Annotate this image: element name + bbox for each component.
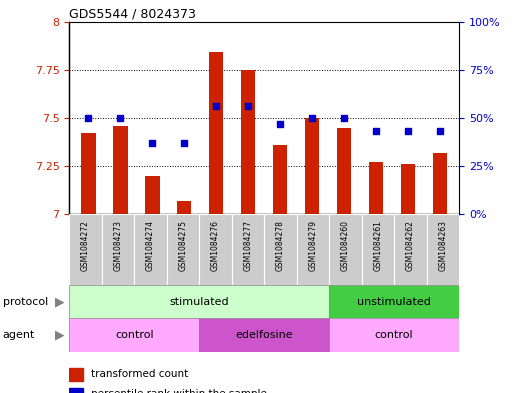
Text: ▶: ▶ xyxy=(55,329,65,342)
Point xyxy=(180,140,188,146)
Bar xyxy=(69,368,83,381)
Text: agent: agent xyxy=(3,330,35,340)
Bar xyxy=(113,126,128,214)
Point xyxy=(148,140,156,146)
Bar xyxy=(273,145,287,214)
Text: control: control xyxy=(375,330,413,340)
Text: unstimulated: unstimulated xyxy=(357,297,431,307)
Bar xyxy=(433,152,447,214)
Bar xyxy=(199,214,232,285)
Text: protocol: protocol xyxy=(3,297,48,307)
Bar xyxy=(329,318,459,352)
Text: edelfosine: edelfosine xyxy=(235,330,293,340)
Bar xyxy=(329,214,362,285)
Bar xyxy=(369,162,383,214)
Bar xyxy=(209,52,224,214)
Bar xyxy=(177,201,191,214)
Text: ▶: ▶ xyxy=(55,295,65,308)
Bar xyxy=(81,133,95,214)
Point xyxy=(372,128,380,134)
Bar xyxy=(394,214,427,285)
Bar xyxy=(167,214,199,285)
Bar xyxy=(362,214,394,285)
Bar xyxy=(329,285,459,318)
Text: percentile rank within the sample: percentile rank within the sample xyxy=(91,389,267,393)
Text: control: control xyxy=(115,330,153,340)
Text: GSM1084273: GSM1084273 xyxy=(113,220,123,271)
Bar xyxy=(69,388,83,393)
Point xyxy=(404,128,412,134)
Bar xyxy=(427,214,459,285)
Point xyxy=(212,103,221,110)
Bar xyxy=(199,318,329,352)
Point xyxy=(244,103,252,110)
Text: GSM1084262: GSM1084262 xyxy=(406,220,415,271)
Point xyxy=(276,121,284,127)
Text: GSM1084275: GSM1084275 xyxy=(179,220,187,271)
Point xyxy=(308,115,316,121)
Text: GSM1084276: GSM1084276 xyxy=(211,220,220,271)
Bar xyxy=(69,285,329,318)
Bar xyxy=(297,214,329,285)
Text: GSM1084278: GSM1084278 xyxy=(276,220,285,271)
Point xyxy=(340,115,348,121)
Bar xyxy=(232,214,264,285)
Bar xyxy=(134,214,167,285)
Bar xyxy=(401,164,415,214)
Bar xyxy=(305,118,319,214)
Bar xyxy=(264,214,297,285)
Point xyxy=(84,115,92,121)
Text: GSM1084261: GSM1084261 xyxy=(373,220,382,271)
Text: transformed count: transformed count xyxy=(91,369,188,379)
Point xyxy=(436,128,444,134)
Text: GSM1084260: GSM1084260 xyxy=(341,220,350,271)
Bar xyxy=(69,214,102,285)
Point xyxy=(116,115,125,121)
Text: stimulated: stimulated xyxy=(169,297,229,307)
Text: GSM1084263: GSM1084263 xyxy=(439,220,447,271)
Text: GSM1084272: GSM1084272 xyxy=(81,220,90,271)
Text: GSM1084274: GSM1084274 xyxy=(146,220,155,271)
Bar xyxy=(337,127,351,214)
Text: GSM1084279: GSM1084279 xyxy=(308,220,318,271)
Bar xyxy=(69,318,199,352)
Bar xyxy=(241,70,255,214)
Text: GDS5544 / 8024373: GDS5544 / 8024373 xyxy=(69,7,196,20)
Bar xyxy=(145,176,160,214)
Text: GSM1084277: GSM1084277 xyxy=(244,220,252,271)
Bar xyxy=(102,214,134,285)
